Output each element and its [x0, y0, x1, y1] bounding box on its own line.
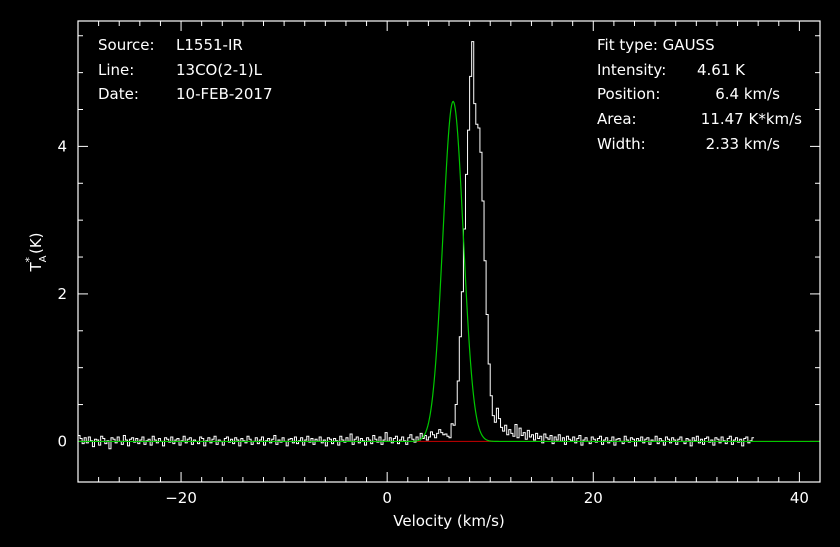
y-tick-label: 0 — [57, 432, 67, 450]
plot-frame — [77, 20, 821, 483]
intensity-label: Intensity: — [597, 61, 666, 79]
x-axis-label: Velocity (km/s) — [393, 512, 504, 530]
position-label: Position: — [597, 85, 660, 103]
x-tick-label: −20 — [165, 489, 197, 507]
y-axis-label-unit: (K) — [27, 232, 45, 254]
position-value: 6.4 km/s — [715, 85, 780, 103]
y-axis-label-sub: A — [38, 255, 49, 262]
area-label: Area: — [597, 110, 637, 128]
source-value: L1551-IR — [176, 36, 243, 54]
source-label: Source: — [98, 36, 155, 54]
svg-text:TA*(K): TA* (K) — [23, 232, 49, 272]
width-value: 2.33 km/s — [706, 135, 781, 153]
fit-results: Fit type: GAUSS Intensity: 4.61 K Positi… — [597, 36, 802, 153]
x-tick-label: 40 — [790, 489, 809, 507]
x-tick-label: 0 — [382, 489, 392, 507]
line-label: Line: — [98, 61, 134, 79]
y-axis-label: TA* (K) — [23, 232, 49, 272]
y-axis-label-star: * — [23, 257, 36, 263]
plot-area — [78, 41, 820, 450]
tick-labels: −20 0 20 40 0 2 4 — [57, 137, 808, 507]
y-tick-label: 4 — [57, 137, 67, 155]
date-value: 10-FEB-2017 — [176, 85, 272, 103]
fit-type: Fit type: GAUSS — [597, 36, 715, 54]
y-tick-label: 2 — [57, 285, 67, 303]
area-value: 11.47 K*km/s — [701, 110, 802, 128]
gauss-fit-line — [78, 100, 820, 443]
spectrum-line — [78, 41, 755, 450]
date-label: Date: — [98, 85, 139, 103]
width-label: Width: — [597, 135, 646, 153]
y-axis-label-t: T — [27, 262, 45, 273]
intensity-value: 4.61 K — [697, 61, 746, 79]
x-tick-label: 20 — [584, 489, 603, 507]
info-block-left: Source: L1551-IR Line: 13CO(2-1)L Date: … — [98, 36, 272, 103]
line-value: 13CO(2-1)L — [176, 61, 263, 79]
